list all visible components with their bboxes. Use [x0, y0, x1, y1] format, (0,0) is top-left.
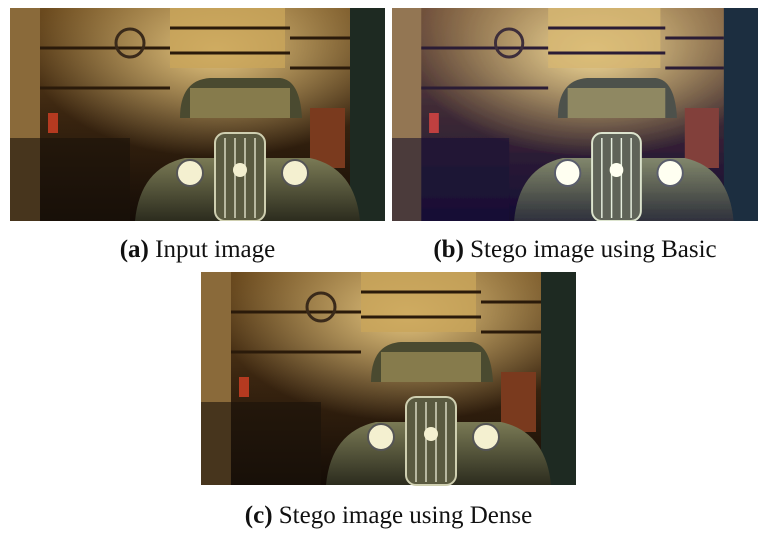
caption-text: Stego image using Dense	[279, 502, 532, 529]
caption: (b) Stego image using Basic	[392, 236, 758, 264]
subfigure-label: (c)	[245, 502, 273, 529]
stego-image-basic	[392, 8, 758, 221]
caption: (c) Stego image using Dense	[201, 502, 576, 530]
input-image	[10, 8, 385, 221]
subfigure-label: (b)	[433, 236, 464, 263]
caption: (a) Input image	[10, 236, 385, 264]
caption-text: Input image	[155, 236, 275, 263]
figure: (a) Input image (b) Stego image using Ba…	[0, 0, 762, 534]
stego-image-dense	[201, 272, 576, 487]
caption-text: Stego image using Basic	[470, 236, 717, 263]
subfigure-label: (a)	[120, 236, 149, 263]
